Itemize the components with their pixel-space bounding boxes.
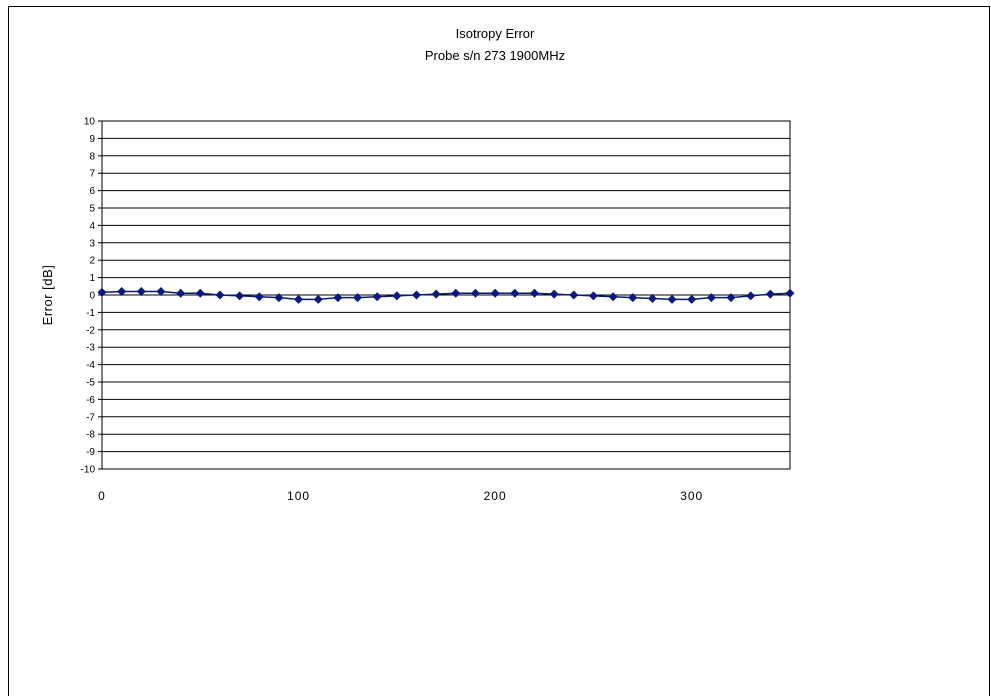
grid-lines: [98, 120, 791, 470]
y-tick-label: -5: [86, 378, 95, 389]
data-point-marker: [451, 288, 461, 298]
x-tick-label: 0: [98, 489, 106, 503]
data-point-marker: [628, 293, 638, 303]
data-point-marker: [569, 290, 579, 300]
data-point-marker: [529, 288, 539, 298]
y-tick-label: 4: [89, 221, 95, 232]
data-point-marker: [412, 290, 422, 300]
y-tick-label: -10: [81, 465, 96, 476]
data-point-marker: [313, 294, 323, 304]
data-point-marker: [647, 293, 657, 303]
y-tick-label: 5: [89, 204, 95, 215]
y-axis-label: Error [dB]: [40, 265, 55, 326]
data-point-marker: [431, 289, 441, 299]
y-tick-label: 6: [89, 186, 95, 197]
x-tick-label: 300: [680, 489, 703, 503]
y-tick-label: -7: [86, 412, 95, 423]
x-tick-labels: 0 100 200 300: [98, 489, 703, 503]
y-tick-label: 3: [89, 238, 95, 249]
data-point-marker: [353, 293, 363, 303]
data-point-marker: [726, 293, 736, 303]
data-point-marker: [785, 288, 795, 298]
y-tick-label: -3: [86, 343, 95, 354]
y-tick-label: 7: [89, 169, 95, 180]
y-tick-label: -1: [86, 308, 95, 319]
data-point-marker: [765, 289, 775, 299]
chart-subtitle: Probe s/n 273 1900MHz: [425, 48, 565, 63]
data-point-marker: [667, 294, 677, 304]
y-tick-label: 2: [89, 256, 95, 267]
y-tick-label: -4: [86, 360, 95, 371]
data-point-marker: [706, 293, 716, 303]
data-point-marker: [490, 288, 500, 298]
y-tick-label: 1: [89, 273, 95, 284]
data-point-marker: [156, 287, 166, 297]
y-tick-label: -2: [86, 325, 95, 336]
data-point-marker: [687, 294, 697, 304]
data-point-marker: [746, 291, 756, 301]
data-point-marker: [510, 288, 520, 298]
data-point-marker: [254, 292, 264, 302]
data-point-marker: [549, 289, 559, 299]
data-point-marker: [274, 293, 284, 303]
data-point-marker: [176, 288, 186, 298]
y-tick-label: -6: [86, 395, 95, 406]
y-tick-label: 8: [89, 151, 95, 162]
y-tick-label: -8: [86, 430, 95, 441]
data-point-marker: [195, 288, 205, 298]
data-point-marker: [588, 291, 598, 301]
data-point-marker: [215, 290, 225, 300]
data-point-marker: [136, 287, 146, 297]
x-tick-label: 200: [484, 489, 507, 503]
data-point-marker: [97, 287, 107, 297]
chart-title: Isotropy Error: [456, 26, 535, 41]
y-tick-label: 9: [89, 134, 95, 145]
data-point-marker: [392, 291, 402, 301]
y-tick-label: 10: [84, 117, 96, 128]
x-tick-label: 100: [287, 489, 310, 503]
y-tick-label: 0: [89, 291, 95, 302]
data-point-marker: [117, 287, 127, 297]
data-point-marker: [608, 292, 618, 302]
y-tick-label: -9: [86, 447, 95, 458]
series-layer: [97, 287, 795, 304]
data-point-marker: [235, 291, 245, 301]
data-point-marker: [470, 288, 480, 298]
data-point-marker: [294, 294, 304, 304]
data-point-marker: [333, 293, 343, 303]
data-point-marker: [372, 292, 382, 302]
